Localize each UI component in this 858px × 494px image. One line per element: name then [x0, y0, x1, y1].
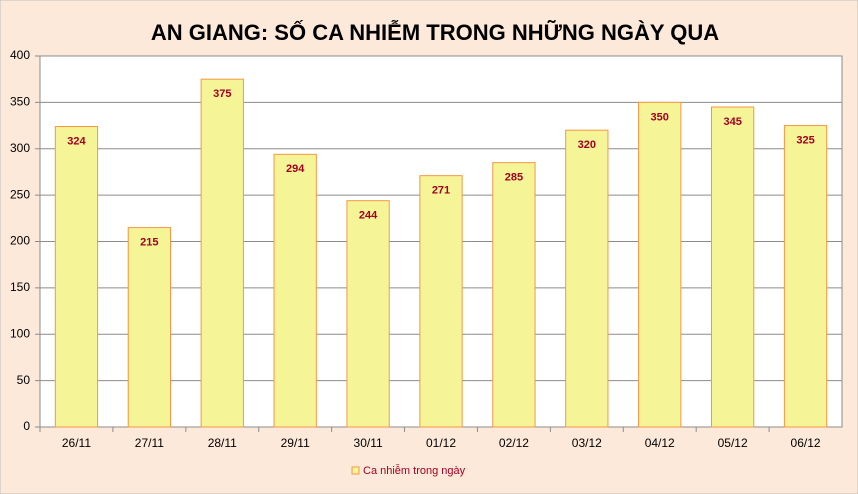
- x-tick-label: 27/11: [135, 436, 164, 450]
- y-tick-label: 50: [17, 373, 31, 387]
- x-tick-label: 29/11: [281, 436, 310, 450]
- x-tick-label: 26/11: [62, 436, 91, 450]
- y-tick-label: 300: [10, 141, 30, 155]
- data-label: 345: [723, 116, 741, 128]
- data-label: 244: [359, 210, 378, 222]
- y-tick-label: 250: [10, 187, 30, 201]
- y-tick-label: 150: [10, 280, 30, 294]
- x-tick-label: 02/12: [499, 436, 529, 450]
- bar: [710, 106, 755, 428]
- y-tick-label: 400: [10, 48, 30, 62]
- x-tick-label: 03/12: [572, 436, 602, 450]
- data-label: 350: [651, 111, 669, 123]
- x-tick-label: 30/11: [354, 436, 383, 450]
- chart-title: AN GIANG: SỐ CA NHIỄM TRONG NHỮNG NGÀY Q…: [151, 19, 719, 45]
- y-tick-label: 100: [10, 326, 30, 340]
- data-label: 324: [67, 135, 86, 147]
- x-tick-label: 28/11: [208, 436, 237, 450]
- x-tick-label: 04/12: [645, 436, 675, 450]
- data-label: 285: [505, 172, 523, 184]
- bar: [783, 125, 828, 428]
- x-tick-label: 05/12: [718, 436, 748, 450]
- bar: [638, 101, 682, 428]
- x-tick-label: 06/12: [791, 436, 821, 450]
- x-tick-label: 01/12: [426, 436, 456, 450]
- data-label: 320: [578, 139, 596, 151]
- bar: [273, 153, 317, 428]
- data-label: 271: [432, 185, 450, 197]
- y-tick-label: 200: [10, 234, 30, 248]
- data-label: 294: [286, 163, 305, 175]
- y-tick-label: 350: [10, 95, 30, 109]
- y-tick-label: 0: [23, 419, 30, 433]
- data-label: 375: [213, 88, 231, 100]
- bar: [565, 129, 609, 428]
- legend-label: Ca nhiễm trong ngày: [363, 464, 466, 477]
- bar: [54, 125, 99, 428]
- bar: [200, 78, 244, 428]
- data-label: 215: [140, 236, 158, 248]
- bar: [346, 200, 390, 428]
- bar: [492, 162, 536, 428]
- data-label: 325: [796, 134, 814, 146]
- legend-marker: [351, 466, 360, 475]
- bar: [419, 175, 463, 428]
- bar: [127, 227, 172, 428]
